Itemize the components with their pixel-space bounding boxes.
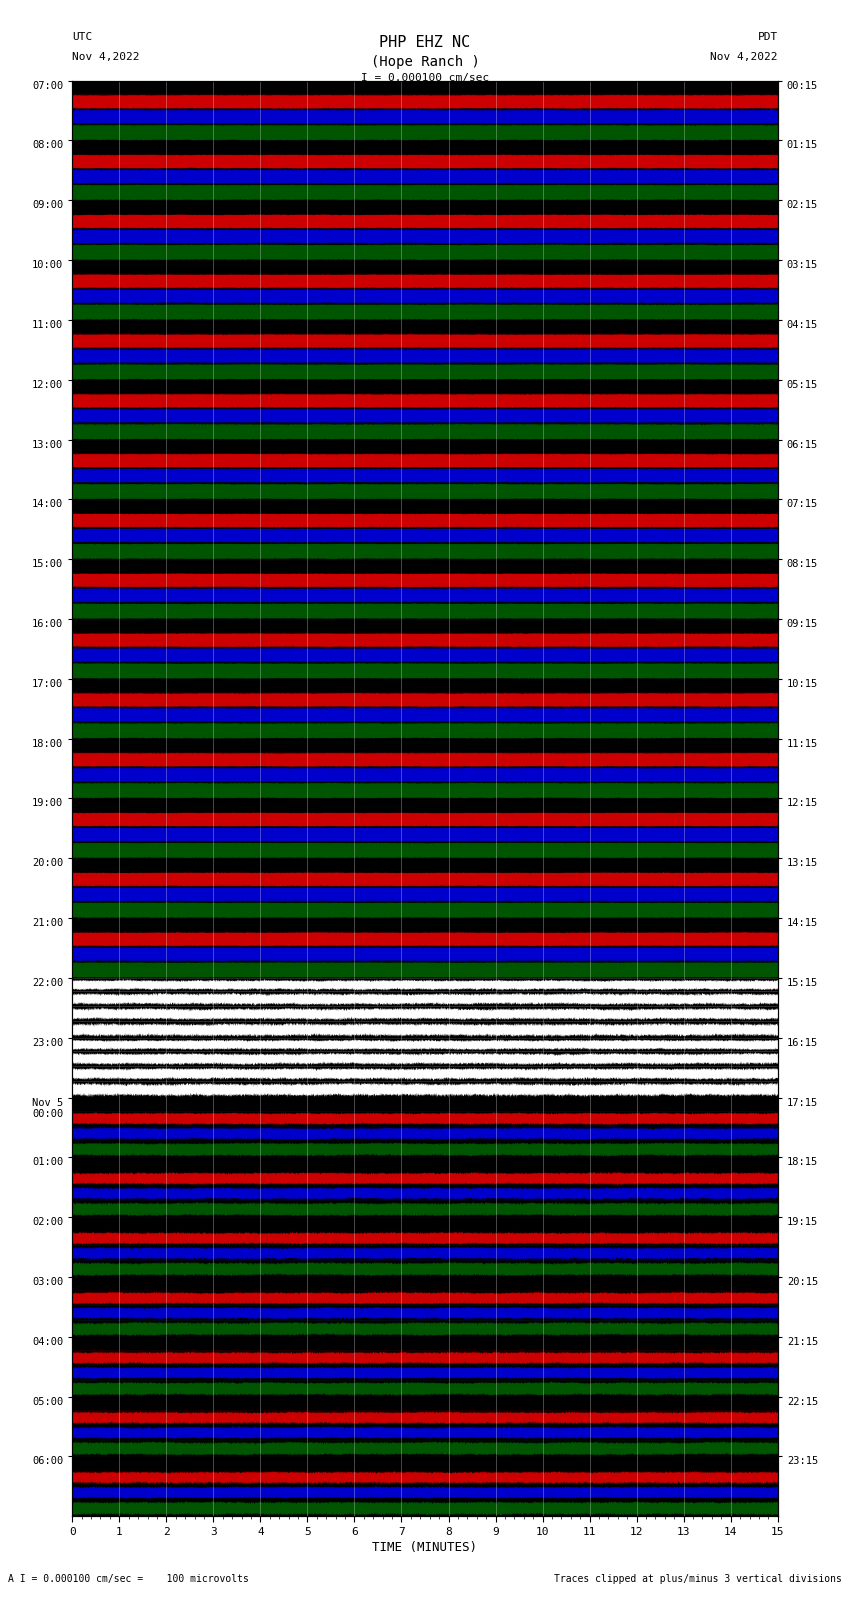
Text: A I = 0.000100 cm/sec =    100 microvolts: A I = 0.000100 cm/sec = 100 microvolts [8, 1574, 249, 1584]
X-axis label: TIME (MINUTES): TIME (MINUTES) [372, 1540, 478, 1553]
Text: UTC: UTC [72, 32, 93, 42]
Text: (Hope Ranch ): (Hope Ranch ) [371, 55, 479, 69]
Text: Nov 4,2022: Nov 4,2022 [711, 52, 778, 61]
Text: PDT: PDT [757, 32, 778, 42]
Text: I = 0.000100 cm/sec: I = 0.000100 cm/sec [361, 73, 489, 82]
Text: Traces clipped at plus/minus 3 vertical divisions: Traces clipped at plus/minus 3 vertical … [553, 1574, 842, 1584]
Text: PHP EHZ NC: PHP EHZ NC [379, 35, 471, 50]
Text: Nov 4,2022: Nov 4,2022 [72, 52, 139, 61]
